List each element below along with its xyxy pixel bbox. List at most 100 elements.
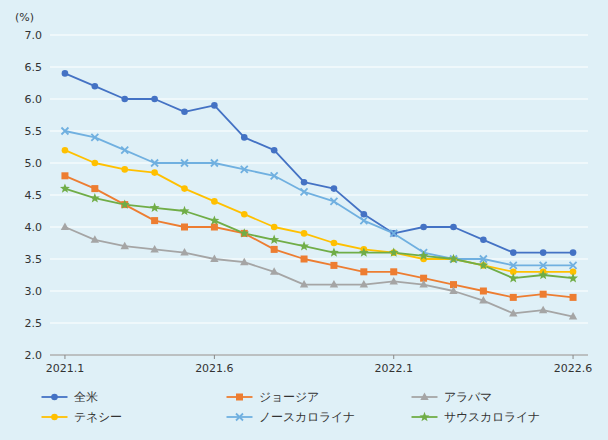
- point: [211, 102, 218, 109]
- point: [181, 160, 188, 167]
- x-tick-label: 2022.1: [374, 362, 413, 375]
- point: [121, 96, 128, 103]
- point: [360, 280, 368, 288]
- series-markers: [62, 147, 577, 275]
- grid-line: [50, 34, 588, 35]
- point: [510, 262, 517, 269]
- point: [241, 166, 248, 173]
- point: [570, 262, 577, 269]
- legend: 全米 ジョージア アラバマテネシー ノースカロライナ サウスカロライナ: [42, 390, 540, 424]
- point: [480, 237, 487, 244]
- point: [92, 160, 99, 167]
- point: [449, 287, 457, 295]
- legend-label: 全米: [74, 390, 98, 404]
- y-tick-label: 2.5: [25, 317, 43, 330]
- chart: 2.02.53.03.54.04.55.05.56.06.57.02021.12…: [0, 0, 608, 440]
- x-tick-label: 2022.6: [554, 362, 593, 375]
- series-markers: [61, 223, 578, 320]
- point: [510, 249, 517, 256]
- point: [61, 223, 69, 231]
- legend-item: アラバマ: [412, 390, 492, 404]
- grid-line: [50, 130, 588, 131]
- y-axis-label: (%): [15, 11, 34, 24]
- x-tick: [573, 355, 574, 359]
- point: [211, 198, 218, 205]
- point: [150, 245, 158, 253]
- point: [508, 273, 518, 282]
- point: [330, 280, 338, 288]
- point: [569, 312, 577, 320]
- series-line: [65, 131, 573, 265]
- point: [92, 83, 99, 90]
- point: [420, 224, 427, 231]
- legend-item: サウスカロライナ: [412, 410, 540, 424]
- point: [331, 240, 338, 247]
- point: [91, 185, 98, 192]
- point: [361, 211, 368, 218]
- point: [539, 306, 547, 314]
- point: [151, 169, 158, 176]
- point: [62, 70, 69, 77]
- point: [301, 179, 308, 186]
- markers: [60, 70, 578, 320]
- grid-line: [50, 290, 588, 291]
- y-tick-label: 4.0: [25, 221, 43, 234]
- point: [269, 235, 279, 244]
- point: [151, 160, 158, 167]
- point: [181, 109, 188, 116]
- grid-line: [50, 226, 588, 227]
- point: [480, 288, 487, 295]
- point: [239, 228, 249, 237]
- point: [241, 134, 248, 141]
- plot-area: [60, 70, 578, 320]
- y-tick-label: 7.0: [25, 29, 43, 42]
- x-tick: [393, 355, 394, 359]
- point: [419, 251, 429, 260]
- legend-item: ジョージア: [227, 390, 319, 404]
- point: [270, 267, 278, 275]
- point: [240, 258, 248, 266]
- point: [330, 198, 337, 205]
- legend-label: ノースカロライナ: [259, 410, 355, 424]
- point: [60, 183, 70, 192]
- point: [570, 249, 577, 256]
- point: [538, 270, 548, 279]
- point: [509, 309, 517, 317]
- grid-line: [50, 194, 588, 195]
- series-line: [65, 150, 573, 272]
- point: [91, 235, 99, 243]
- point: [61, 172, 68, 179]
- x-axis-line: [50, 355, 588, 356]
- point: [150, 203, 160, 212]
- legend-marker: [420, 393, 428, 401]
- series-markers: [61, 128, 576, 269]
- x-tick-label: 2021.6: [195, 362, 234, 375]
- legend-label: ジョージア: [259, 390, 319, 404]
- legend-label: テネシー: [74, 410, 122, 424]
- point: [568, 273, 578, 282]
- point: [360, 217, 367, 224]
- y-tick-label: 6.5: [25, 61, 43, 74]
- grid-line: [50, 354, 588, 355]
- y-tick-label: 3.0: [25, 285, 43, 298]
- grid-line: [50, 162, 588, 163]
- legend-marker: [236, 394, 243, 401]
- grid-line: [50, 258, 588, 259]
- series-line: [65, 176, 573, 298]
- y-tick-label: 5.0: [25, 157, 43, 170]
- point: [301, 230, 308, 237]
- y-tick-label: 6.0: [25, 93, 43, 106]
- point: [180, 206, 190, 215]
- point: [301, 188, 308, 195]
- point: [62, 147, 69, 154]
- point: [271, 172, 278, 179]
- y-tick-label: 5.5: [25, 125, 43, 138]
- point: [120, 199, 130, 208]
- point: [449, 254, 459, 263]
- point: [510, 294, 517, 301]
- y-tick-label: 2.0: [25, 349, 43, 362]
- legend-marker: [51, 394, 58, 401]
- point: [390, 277, 398, 285]
- legend-marker: [236, 414, 243, 421]
- point: [359, 247, 369, 256]
